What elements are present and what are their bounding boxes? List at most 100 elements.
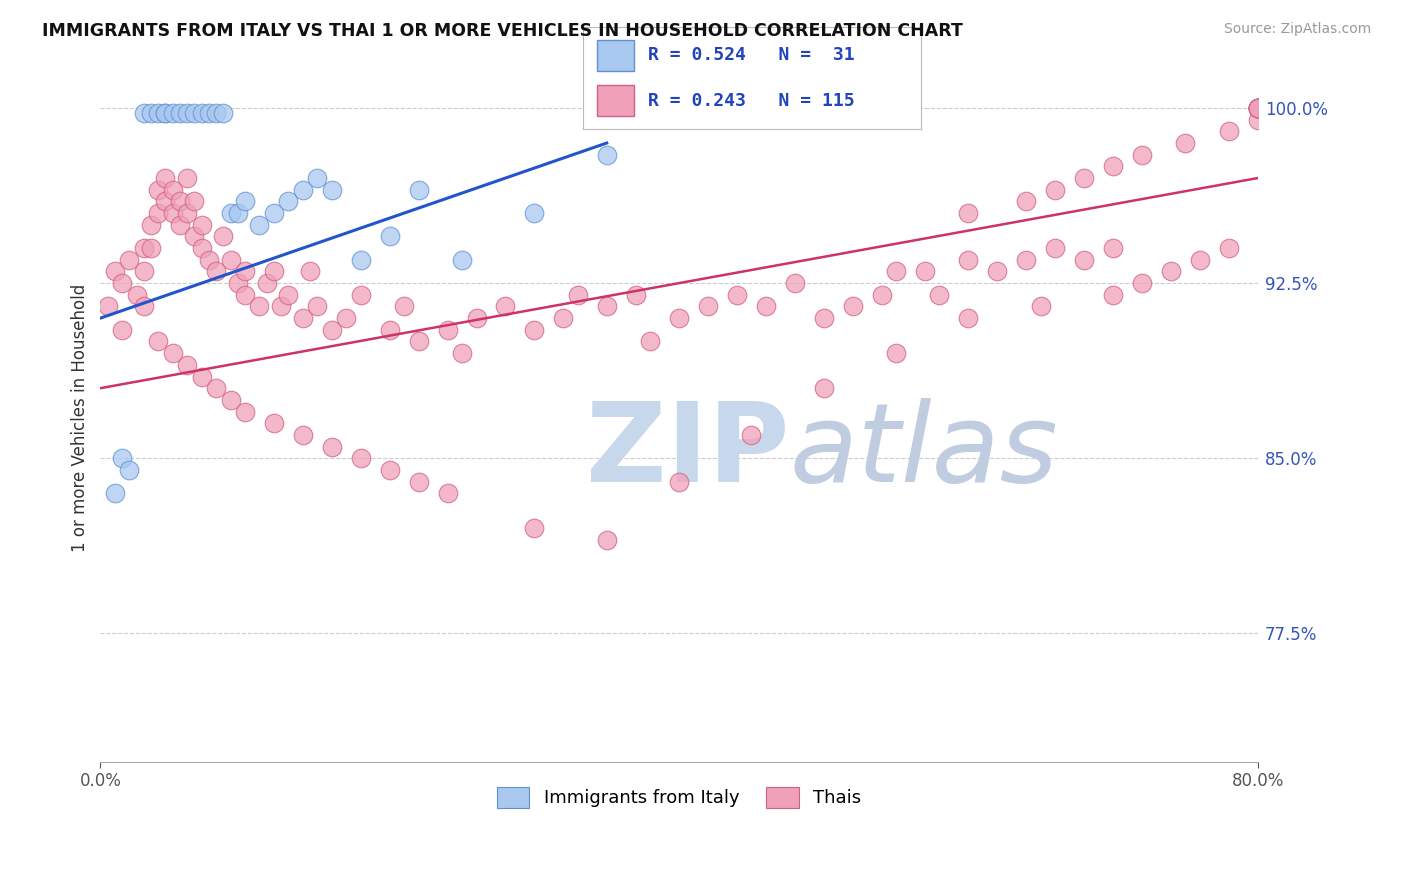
Point xyxy=(986,264,1008,278)
Point xyxy=(263,416,285,430)
Point xyxy=(169,105,191,120)
Point xyxy=(494,300,516,314)
Point xyxy=(740,428,762,442)
Point xyxy=(249,218,271,232)
Point xyxy=(212,105,235,120)
Point xyxy=(1174,136,1197,150)
Point xyxy=(1073,252,1095,267)
Point xyxy=(884,264,907,278)
Point xyxy=(148,183,170,197)
Point xyxy=(596,147,619,161)
Point xyxy=(169,218,191,232)
Point xyxy=(813,381,835,395)
Point xyxy=(553,311,575,326)
Point xyxy=(148,334,170,349)
Y-axis label: 1 or more Vehicles in Household: 1 or more Vehicles in Household xyxy=(72,284,89,551)
Point xyxy=(1247,101,1270,115)
Point xyxy=(1102,160,1125,174)
Point xyxy=(176,171,198,186)
Point xyxy=(1073,171,1095,186)
Point xyxy=(638,334,661,349)
Point xyxy=(155,171,177,186)
Text: atlas: atlas xyxy=(789,399,1057,505)
Point xyxy=(148,206,170,220)
Point xyxy=(408,475,430,489)
Point xyxy=(1188,252,1211,267)
Point xyxy=(219,206,242,220)
Point xyxy=(183,194,205,209)
Point xyxy=(668,475,690,489)
Point xyxy=(291,311,314,326)
Point xyxy=(198,105,221,120)
Point xyxy=(1247,101,1270,115)
Point xyxy=(190,218,212,232)
Point xyxy=(725,287,748,301)
Point xyxy=(212,229,235,244)
Point xyxy=(111,276,134,290)
Point xyxy=(1029,300,1052,314)
Point xyxy=(1247,101,1270,115)
Point xyxy=(219,252,242,267)
Point xyxy=(176,358,198,372)
Point xyxy=(1130,276,1153,290)
Point xyxy=(118,463,141,477)
Point xyxy=(155,194,177,209)
Point xyxy=(233,404,256,418)
Point xyxy=(451,346,474,360)
Point xyxy=(392,300,415,314)
Point xyxy=(697,300,720,314)
Point xyxy=(205,105,228,120)
Point xyxy=(132,241,155,255)
Point xyxy=(299,264,322,278)
Point xyxy=(205,264,228,278)
Point xyxy=(1218,241,1240,255)
Point xyxy=(219,392,242,407)
Point xyxy=(451,252,474,267)
Legend: Immigrants from Italy, Thais: Immigrants from Italy, Thais xyxy=(489,780,869,814)
Point xyxy=(408,183,430,197)
Point xyxy=(1130,147,1153,161)
Point xyxy=(307,171,329,186)
Point xyxy=(169,194,191,209)
Text: Source: ZipAtlas.com: Source: ZipAtlas.com xyxy=(1223,22,1371,37)
Point xyxy=(408,334,430,349)
Point xyxy=(139,241,162,255)
Point xyxy=(277,194,299,209)
Point xyxy=(350,252,373,267)
Point xyxy=(111,451,134,466)
Point xyxy=(162,346,184,360)
Point xyxy=(1247,112,1270,127)
Point xyxy=(1045,183,1067,197)
Point xyxy=(668,311,690,326)
Text: ZIP: ZIP xyxy=(586,399,790,505)
Point xyxy=(162,206,184,220)
FancyBboxPatch shape xyxy=(598,86,634,116)
Point xyxy=(813,311,835,326)
Point xyxy=(321,440,343,454)
Point xyxy=(1045,241,1067,255)
Point xyxy=(1247,101,1270,115)
Point xyxy=(155,105,177,120)
Point xyxy=(378,323,401,337)
Point xyxy=(139,105,162,120)
Point xyxy=(957,252,980,267)
Point xyxy=(378,463,401,477)
Point xyxy=(256,276,278,290)
Point xyxy=(1247,101,1270,115)
Point xyxy=(624,287,647,301)
Point xyxy=(104,264,127,278)
Point xyxy=(205,381,228,395)
Point xyxy=(1218,124,1240,138)
Point xyxy=(378,229,401,244)
Point xyxy=(176,206,198,220)
Point xyxy=(755,300,778,314)
Point xyxy=(233,287,256,301)
Point xyxy=(132,264,155,278)
Point xyxy=(523,323,546,337)
Point xyxy=(321,183,343,197)
Point xyxy=(190,241,212,255)
Point xyxy=(155,105,177,120)
Point xyxy=(198,252,221,267)
Point xyxy=(162,183,184,197)
Point xyxy=(233,194,256,209)
